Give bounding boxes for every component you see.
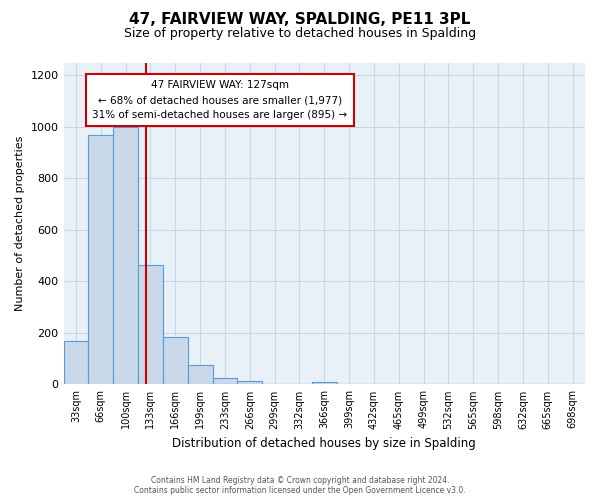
Bar: [64, 340, 88, 384]
Bar: [88, 134, 113, 384]
Bar: [163, 337, 188, 384]
Text: 47 FAIRVIEW WAY: 127sqm
← 68% of detached houses are smaller (1,977)
31% of semi: 47 FAIRVIEW WAY: 127sqm ← 68% of detache…: [92, 80, 347, 120]
Y-axis label: Number of detached properties: Number of detached properties: [15, 136, 25, 311]
Bar: [212, 378, 238, 384]
X-axis label: Distribution of detached houses by size in Spalding: Distribution of detached houses by size …: [172, 437, 476, 450]
Bar: [238, 380, 262, 384]
Bar: [113, 127, 138, 384]
Bar: [138, 264, 163, 384]
Text: Size of property relative to detached houses in Spalding: Size of property relative to detached ho…: [124, 28, 476, 40]
Text: Contains HM Land Registry data © Crown copyright and database right 2024.
Contai: Contains HM Land Registry data © Crown c…: [134, 476, 466, 495]
Bar: [188, 365, 212, 384]
Text: 47, FAIRVIEW WAY, SPALDING, PE11 3PL: 47, FAIRVIEW WAY, SPALDING, PE11 3PL: [130, 12, 470, 28]
Bar: [312, 382, 337, 384]
